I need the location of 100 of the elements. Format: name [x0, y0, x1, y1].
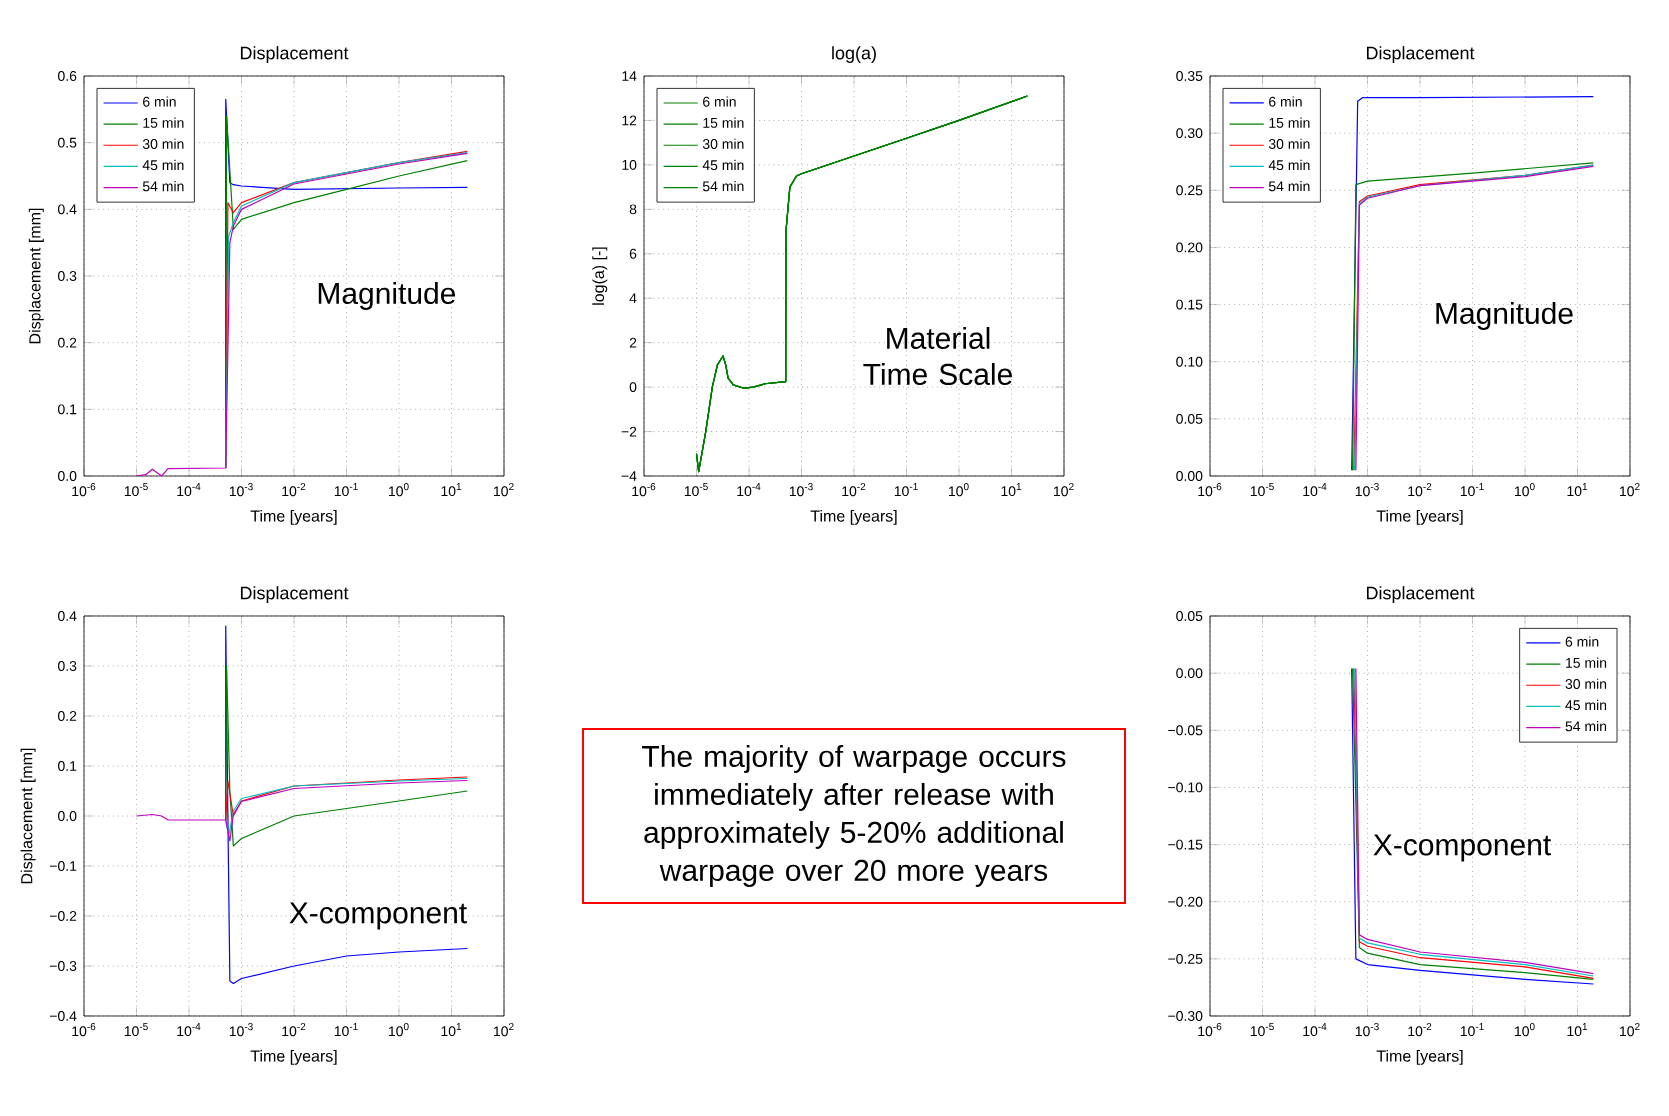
x-tick-label: 10$^{0}$ — [389, 1023, 409, 1037]
y-tick-label: 0.5 — [58, 137, 77, 148]
x-tick-label: 10$^{2}$ — [494, 483, 514, 497]
y-tick-label: 0.15 — [1176, 299, 1203, 310]
y-tick-label: −0.20 — [1168, 896, 1203, 907]
legend-label: 45 min — [142, 159, 184, 171]
x-tick-label: 10$^{-3}$ — [229, 483, 253, 497]
x-tick-label: 10$^{-5}$ — [124, 483, 148, 497]
x-tick-label: 10$^{2}$ — [1620, 483, 1640, 497]
y-tick-label: 10 — [622, 159, 637, 170]
y-tick-label: −4 — [621, 471, 637, 481]
x-axis-title: Time [years] — [1376, 509, 1463, 525]
x-tick-label: 10$^{-6}$ — [72, 1023, 96, 1037]
y-tick-label: 0.0 — [58, 811, 77, 821]
y-tick-label: 0.35 — [1176, 71, 1203, 81]
y-tick-label: 0.20 — [1176, 242, 1203, 253]
y-tick-label: 0.4 — [58, 204, 77, 215]
x-tick-label: 10$^{-5}$ — [1250, 483, 1274, 497]
legend-label: 45 min — [702, 159, 744, 171]
x-tick-label: 10$^{0}$ — [1515, 1023, 1535, 1037]
x-tick-label: 10$^{-6}$ — [72, 483, 96, 497]
annotation: Material Time Scale — [863, 326, 1012, 385]
x-tick-label: 10$^{0}$ — [1515, 483, 1535, 497]
legend-label: 6 min — [143, 96, 176, 107]
legend-label: 30 min — [1268, 138, 1310, 149]
y-tick-label: −2 — [621, 426, 637, 437]
x-tick-label: 10$^{-5}$ — [124, 1023, 148, 1037]
x-tick-label: 10$^{1}$ — [1001, 483, 1022, 497]
legend-label: 45 min — [1565, 699, 1607, 711]
chart-title: Displacement — [240, 586, 349, 603]
legend-label: 6 min — [1269, 96, 1302, 107]
y-tick-label: 12 — [622, 115, 637, 126]
x-tick-label: 10$^{-4}$ — [1303, 1023, 1327, 1037]
y-tick-label: 0.30 — [1176, 128, 1203, 139]
annotation: Magnitude — [318, 282, 456, 310]
y-tick-label: 0.1 — [58, 404, 77, 415]
y-axis-title: Displacement [mm] — [28, 208, 44, 344]
y-tick-label: 0 — [629, 382, 637, 393]
x-tick-label: 10$^{-2}$ — [1408, 1023, 1432, 1037]
x-tick-label: 10$^{-4}$ — [1303, 483, 1327, 497]
x-tick-label: 10$^{-2}$ — [842, 483, 866, 497]
x-tick-label: 10$^{-6}$ — [1198, 483, 1222, 497]
y-tick-label: 0.4 — [58, 611, 77, 621]
y-tick-label: 0.0 — [58, 471, 77, 481]
x-tick-label: 10$^{-1}$ — [334, 1023, 358, 1037]
y-tick-label: 6 — [629, 248, 637, 259]
legend-label: 54 min — [702, 180, 744, 192]
y-tick-label: 0.05 — [1176, 413, 1203, 424]
x-tick-label: 10$^{-4}$ — [177, 483, 201, 497]
y-tick-label: −0.1 — [49, 861, 77, 871]
x-tick-label: 10$^{-2}$ — [282, 483, 306, 497]
legend-label: 15 min — [1566, 657, 1607, 668]
y-tick-label: −0.05 — [1168, 725, 1203, 736]
legend-label: 15 min — [703, 117, 744, 128]
y-tick-label: 0.2 — [58, 711, 77, 721]
x-axis-title: Time [years] — [250, 509, 337, 525]
x-tick-label: 10$^{0}$ — [389, 483, 409, 497]
y-tick-label: 2 — [629, 337, 637, 348]
chart-title: Displacement — [240, 46, 349, 63]
x-tick-label: 10$^{-3}$ — [1355, 1023, 1379, 1037]
x-tick-label: 10$^{2}$ — [494, 1023, 514, 1037]
x-tick-label: 10$^{-1}$ — [334, 483, 358, 497]
y-tick-label: 0.00 — [1176, 471, 1203, 481]
x-tick-label: 10$^{-1}$ — [1460, 483, 1484, 497]
x-tick-label: 10$^{1}$ — [441, 483, 462, 497]
x-tick-label: 10$^{-3}$ — [229, 1023, 253, 1037]
x-tick-label: 10$^{-5}$ — [684, 483, 708, 497]
x-tick-label: 10$^{-5}$ — [1250, 1023, 1274, 1037]
y-tick-label: −0.10 — [1168, 782, 1203, 793]
y-axis-title: log(a) [-] — [592, 247, 608, 305]
chart-title: log(a) — [832, 46, 876, 63]
y-tick-label: 0.6 — [58, 71, 77, 81]
x-tick-label: 10$^{-1}$ — [894, 483, 918, 497]
legend-label: 15 min — [143, 117, 184, 128]
chart-title: Displacement — [1366, 46, 1475, 63]
x-tick-label: 10$^{2}$ — [1620, 1023, 1640, 1037]
legend-label: 54 min — [1565, 720, 1607, 732]
y-tick-label: 0.2 — [58, 337, 77, 348]
annotation: X-component — [289, 902, 467, 930]
x-tick-label: 10$^{-4}$ — [177, 1023, 201, 1037]
x-axis-title: Time [years] — [810, 509, 897, 525]
y-tick-label: 0.10 — [1176, 356, 1203, 367]
y-tick-label: −0.25 — [1168, 953, 1203, 964]
x-tick-label: 10$^{0}$ — [949, 483, 969, 497]
legend-label: 54 min — [1268, 180, 1310, 192]
x-tick-label: 10$^{-4}$ — [737, 483, 761, 497]
annotation: Magnitude — [1436, 302, 1573, 330]
x-tick-label: 10$^{1}$ — [1567, 483, 1588, 497]
y-tick-label: −0.3 — [49, 961, 77, 971]
text: The majority of warpage occurs immediately after release with approximately 5-20% additional warpage over 20 more years — [642, 745, 1066, 887]
legend-label: 45 min — [1268, 159, 1310, 171]
y-tick-label: 0.05 — [1176, 611, 1203, 621]
y-tick-label: 0.25 — [1176, 185, 1203, 196]
y-tick-label: −0.2 — [49, 911, 77, 921]
legend-label: 54 min — [142, 180, 184, 192]
y-tick-label: 0.1 — [58, 761, 77, 771]
x-tick-label: 10$^{1}$ — [441, 1023, 462, 1037]
x-tick-label: 10$^{-6}$ — [632, 483, 656, 497]
y-tick-label: 4 — [629, 293, 637, 304]
y-tick-label: 8 — [629, 204, 637, 215]
